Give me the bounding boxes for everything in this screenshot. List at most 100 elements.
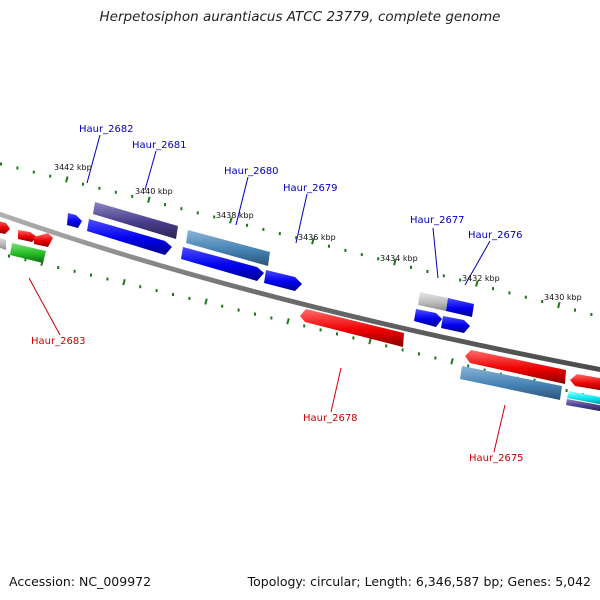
tick-major [147,196,151,203]
tick-minor [164,203,166,207]
gene-label-haur-2683: Haur_2683 [31,336,86,347]
label-leaders [28,134,506,453]
tick-minor [196,211,199,215]
tick-major [286,318,290,325]
tick-minor [262,227,265,231]
gene-arrow-red-haur-2678 [300,309,404,347]
gene-label-haur-2677: Haur_2677 [410,215,465,226]
tick-major [393,259,397,266]
tick-minor [139,285,142,289]
tick-minor [73,269,76,273]
gene-arrow-blue-haur-2679 [181,247,264,281]
gene-label-haur-2680: Haur_2680 [224,166,279,177]
tick-label-3438: 3438 kbp [216,211,254,220]
tick-minor [352,336,355,340]
tick-minor [401,348,404,352]
tick-minor [172,293,174,296]
tick-minor [0,162,2,166]
gene-label-haur-2679: Haur_2679 [283,183,338,194]
leader-haur-2676 [464,240,491,286]
tick-major [229,217,233,224]
gene-arrow-red-right [465,350,566,384]
tick-major [450,358,454,365]
leader-haur-2681 [144,150,157,191]
gene-labels: Haur_2682 Haur_2681 Haur_2680 Haur_2679 … [31,124,524,464]
tick-minor [57,266,60,269]
tick-minor [131,194,134,198]
tick-minor [418,352,420,356]
tick-minor [82,182,84,186]
tick-minor [426,270,429,273]
tick-minor [221,304,224,308]
tick-minor [16,166,19,170]
gene-arrow-red-small-2 [34,233,53,247]
genome-backbone [0,211,600,373]
leader-haur-2680 [235,176,249,226]
tick-minor [565,389,568,392]
gene-arrows [0,202,600,412]
gene-arrow-purple-haur-2681 [93,202,178,239]
gene-arrow-gray-left [0,237,6,250]
tick-minor [344,248,347,252]
tick-major [557,301,561,309]
tick-minor [508,291,511,295]
tick-label-3440: 3440 kbp [135,187,173,196]
gene-arrow-steel-haur-2680 [186,230,270,266]
tick-minor [155,289,158,293]
tick-minor [590,313,593,316]
tick-minor [377,257,380,261]
gene-arrow-red-left [0,221,10,234]
genome-summary-text: Topology: circular; Length: 6,346,587 bp… [247,574,591,589]
gene-arrow-purple-far-right [566,399,600,412]
tick-minor [49,174,52,178]
tick-minor [106,277,109,281]
leader-haur-2678 [330,367,342,413]
leader-haur-2679 [295,193,308,244]
tick-minor [90,273,92,277]
gene-label-haur-2678: Haur_2678 [303,413,358,424]
tick-minor [114,190,117,194]
tick-minor [442,274,445,278]
gene-arrow-blue-haur-2682 [87,219,172,255]
tick-minor [524,295,527,299]
gene-arrow-gray-haur-2677 [418,292,448,311]
tick-label-3434: 3434 kbp [380,254,418,263]
tick-minor [8,254,10,258]
tick-minor [270,316,273,320]
tick-label-3436: 3436 kbp [298,233,336,242]
gene-arrow-blue-lower-1 [414,309,442,327]
tick-major [65,176,69,183]
tick-minor [410,265,412,269]
leader-haur-2683 [28,277,61,336]
tick-labels: 3442 kbp 3440 kbp 3438 kbp 3436 kbp 3434… [54,163,582,302]
gene-label-haur-2682: Haur_2682 [79,124,134,135]
gene-arrow-blue-right [264,270,302,291]
tick-minor [98,186,101,190]
tick-label-3430: 3430 kbp [544,293,582,302]
gene-arrow-cyan-far-right [567,391,600,405]
gene-arrow-steel-haur-2675 [460,366,562,400]
tick-minor [24,258,27,262]
gene-arrow-red-far-right [570,374,600,391]
leader-haur-2675 [493,404,506,453]
tick-minor [385,344,388,348]
tick-minor [180,207,183,211]
tick-minor [574,308,576,312]
tick-minor [434,356,437,360]
map-title: Herpetosiphon aurantiacus ATCC 23779, co… [99,9,501,25]
gene-arrow-red-small-1 [18,230,37,242]
tick-minor [328,244,330,248]
gene-label-haur-2681: Haur_2681 [132,140,187,151]
leader-haur-2682 [86,134,101,184]
tick-minor [541,300,544,303]
gene-label-haur-2676: Haur_2676 [468,230,523,241]
tick-major [368,338,372,345]
tick-minor [303,324,306,328]
tick-label-3432: 3432 kbp [462,274,500,283]
tick-minor [246,223,248,227]
tick-minor [360,253,363,257]
tick-minor [278,232,281,236]
tick-major [475,280,479,287]
gene-arrow-blue-haur-2676 [446,298,474,317]
